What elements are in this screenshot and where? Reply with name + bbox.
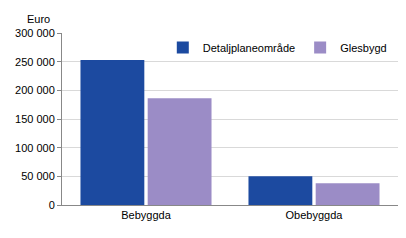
svg-text:Bebyggda: Bebyggda bbox=[121, 209, 171, 221]
svg-text:100 000: 100 000 bbox=[15, 142, 55, 154]
svg-text:250 000: 250 000 bbox=[15, 56, 55, 68]
svg-text:Detaljplaneområde: Detaljplaneområde bbox=[203, 42, 295, 54]
svg-text:Euro: Euro bbox=[27, 13, 50, 25]
svg-text:300 000: 300 000 bbox=[15, 27, 55, 39]
svg-text:Glesbygd: Glesbygd bbox=[340, 42, 386, 54]
svg-text:0: 0 bbox=[49, 199, 55, 211]
svg-text:200 000: 200 000 bbox=[15, 84, 55, 96]
svg-text:150 000: 150 000 bbox=[15, 113, 55, 125]
svg-text:Obebyggda: Obebyggda bbox=[286, 209, 344, 221]
svg-text:50 000: 50 000 bbox=[21, 170, 55, 182]
